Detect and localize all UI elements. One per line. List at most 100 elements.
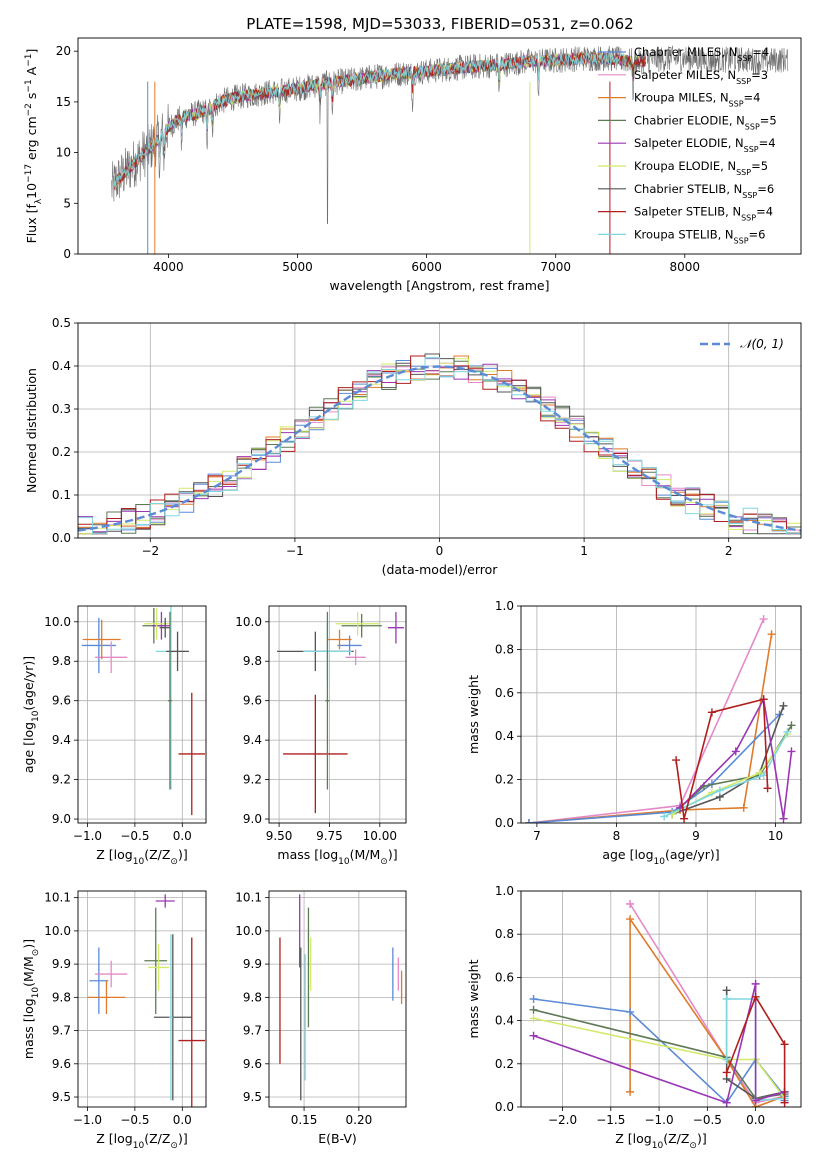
y-tick-label: 0.0 [495, 1100, 514, 1114]
axis-label: mass weight [466, 959, 481, 1038]
y-tick-label: 9.9 [243, 957, 262, 971]
x-tick-label: 0.0 [746, 1113, 765, 1127]
weight-marker [722, 986, 731, 995]
y-tick-label: 10.0 [44, 924, 71, 938]
weight-marker [787, 747, 796, 756]
weight-marker [722, 995, 731, 1003]
error-bar-point [341, 613, 382, 638]
error-bar-point [151, 611, 171, 640]
figure-title: PLATE=1598, MJD=53033, FIBERID=0531, z=0… [246, 15, 633, 33]
weight-marker [529, 995, 538, 1003]
y-tick-label: 9.5 [52, 1090, 71, 1104]
legend-entry: Salpeter MILES, NSSP=3 [634, 68, 768, 86]
error-bar-point [337, 635, 362, 656]
gaussian-curve [78, 365, 801, 532]
axes-frame [77, 890, 207, 1108]
panel-mass_vs_ebv: 0.15 0.20 9.5 9.6 9.7 9.8 9.9 10.0 10.1 E(B-V) [235, 890, 407, 1146]
y-tick-label: 9.7 [243, 1024, 262, 1038]
y-tick-label: 9.8 [243, 990, 262, 1004]
y-tick-label: 0.1 [52, 488, 71, 502]
legend: Chabrier MILES, NSSP=4 Salpeter MILES, NS… [598, 45, 777, 245]
legend-entry: Chabrier STELIB, NSSP=6 [634, 182, 774, 200]
y-tick-label: 9.4 [52, 733, 71, 747]
weight-series [725, 994, 786, 1103]
y-tick-label: 10.0 [44, 615, 71, 629]
plot-area [78, 353, 801, 535]
weight-marker [779, 814, 788, 823]
y-tick-label: 10.0 [235, 924, 262, 938]
panel-weight_vs_Z: −2.0 −1.5 −1.0 −0.5 0.0 0.0 0.2 0.4 0.6 0.8 1.0 Z [… [466, 884, 802, 1151]
weight-marker [626, 915, 635, 924]
legend-entry: Salpeter STELIB, NSSP=4 [634, 205, 773, 223]
y-tick-label: 1.0 [495, 884, 514, 898]
axis-label: E(B-V) [318, 1131, 357, 1146]
axes-frame [77, 322, 802, 539]
weight-marker [707, 708, 716, 717]
y-tick-label: 9.8 [243, 654, 262, 668]
x-tick-label: 9.50 [266, 829, 293, 843]
error-bar-point [178, 937, 206, 1107]
legend-entry: Chabrier ELODIE, NSSP=5 [634, 113, 777, 130]
x-tick-label: 6000 [411, 260, 442, 274]
error-bar-point [283, 694, 348, 814]
weight-marker [779, 701, 788, 710]
error-bar-point [168, 611, 172, 790]
x-tick-label: −2.0 [548, 1113, 577, 1127]
y-tick-label: 0.6 [495, 686, 514, 700]
weight-marker [524, 819, 533, 823]
weight-marker [680, 814, 689, 823]
x-tick-label: 9.75 [316, 829, 343, 843]
plot-area [81, 606, 206, 816]
plot-area [279, 894, 403, 1101]
legend-entry: Chabrier MILES, NSSP=4 [634, 45, 769, 63]
y-tick-label: 10.1 [44, 891, 71, 905]
weight-series [671, 705, 785, 816]
x-tick-label: −0.5 [693, 1113, 722, 1127]
error-bar-point [87, 980, 126, 1014]
x-tick-label: −1.0 [644, 1113, 673, 1127]
x-tick-label: 7 [533, 829, 541, 843]
error-bar-point [345, 649, 366, 666]
plot-area [111, 45, 789, 254]
axis-label: wavelength [Angstrom, rest frame] [329, 278, 549, 293]
axis-label: Z [log10(Z/Z⊙)] [96, 1131, 187, 1151]
y-tick-label: 9.6 [243, 694, 262, 708]
y-tick-label: 9.9 [52, 957, 71, 971]
y-tick-label: 0.6 [495, 970, 514, 984]
x-tick-label: 2 [725, 544, 733, 558]
error-bar-point [95, 960, 128, 988]
axis-label: (data-model)/error [382, 562, 499, 577]
weight-marker [626, 899, 635, 908]
weight-marker [529, 1014, 538, 1023]
plot-area [87, 894, 206, 1107]
x-tick-label: −2 [141, 544, 159, 558]
error-bar-point [159, 617, 171, 638]
y-tick-label: 9.4 [243, 733, 262, 747]
panel-mass_vs_Z: −1.0 −0.5 0.0 9.5 9.6 9.7 9.8 9.9 10.0 10.1 Z [log… [21, 890, 207, 1151]
weight-marker [759, 695, 768, 704]
y-tick-label: 20 [56, 44, 71, 58]
plot-area [529, 899, 789, 1107]
error-bar-point [82, 619, 121, 660]
x-tick-label: 5000 [282, 260, 313, 274]
y-tick-label: 9.6 [52, 1057, 71, 1071]
x-tick-label: −1.0 [73, 829, 102, 843]
weight-series [528, 713, 781, 823]
legend-entry: Kroupa ELODIE, NSSP=5 [634, 159, 768, 177]
weight-marker [767, 630, 776, 639]
weight-marker [780, 1040, 789, 1049]
legend-entry: Salpeter ELODIE, NSSP=4 [634, 136, 776, 154]
weight-marker [751, 992, 760, 1001]
weight-marker [751, 1096, 760, 1105]
y-tick-label: 0.8 [495, 927, 514, 941]
legend-entry: Kroupa STELIB, NSSP=6 [634, 227, 765, 245]
error-bar-point [335, 611, 380, 636]
x-tick-label: 1 [580, 544, 588, 558]
axis-label: mass [log10(M/M⊙)] [21, 939, 41, 1059]
x-tick-label: 9 [692, 829, 700, 843]
x-tick-label: −1 [286, 544, 304, 558]
panel-spectrum: 4000 5000 6000 7000 8000 0 5 10 15 20 wavelength [… [24, 37, 802, 293]
error-bar-point [387, 611, 404, 644]
error-bar-point [148, 944, 170, 991]
y-tick-label: 9.8 [52, 990, 71, 1004]
